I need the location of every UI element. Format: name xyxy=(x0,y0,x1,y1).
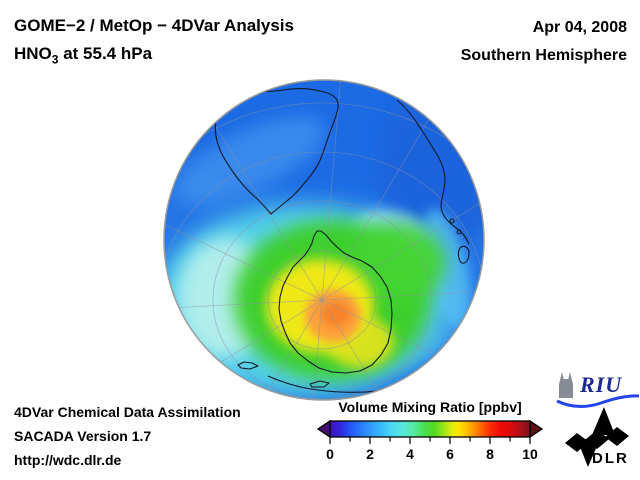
colorbar-left-arrow xyxy=(316,419,331,439)
coast-antarctica xyxy=(278,230,393,374)
colorbar-ticks xyxy=(329,437,531,444)
version-label: SACADA Version 1.7 xyxy=(14,428,152,444)
mixing-ratio-field xyxy=(164,80,484,400)
tick-label-8: 8 xyxy=(486,446,494,462)
islands-south-west xyxy=(237,361,259,370)
riu-logo-text: RIU xyxy=(580,372,623,397)
islet-2 xyxy=(456,229,462,235)
colorbar-gradient-bar xyxy=(329,420,531,438)
species-level-label: HNO3 at 55.4 hPa xyxy=(14,40,294,68)
url-label: http://wdc.dlr.de xyxy=(14,452,122,468)
date-label: Apr 04, 2008 xyxy=(532,19,627,36)
riu-logo: RIU xyxy=(556,370,640,410)
tick-label-0: 0 xyxy=(326,446,334,462)
tick-label-6: 6 xyxy=(446,446,454,462)
region-label: Southern Hemisphere xyxy=(460,47,627,64)
island-madagascar xyxy=(457,245,470,264)
coast-africa xyxy=(396,99,470,245)
colorbar-title: Volume Mixing Ratio [ppbv] xyxy=(338,399,522,415)
river-wave-icon xyxy=(556,394,640,408)
dlr-emblem-icon xyxy=(565,407,629,467)
cathedral-icon xyxy=(559,372,573,398)
colorbar xyxy=(316,419,544,444)
island-small-2 xyxy=(427,386,442,393)
header-left: GOME−2 / MetOp − 4DVar Analysis HNO3 at … xyxy=(14,12,294,68)
coastlines xyxy=(214,88,470,393)
islet-1 xyxy=(449,218,455,224)
dlr-logo: DLR xyxy=(558,406,638,474)
pressure-level: at 55.4 hPa xyxy=(58,44,153,63)
dlr-logo-text: DLR xyxy=(592,450,629,467)
assimilation-label: 4DVar Chemical Data Assimilation xyxy=(14,404,241,420)
tick-label-4: 4 xyxy=(406,446,414,462)
page-title: GOME−2 / MetOp − 4DVar Analysis xyxy=(14,16,294,35)
coast-south-america xyxy=(214,88,339,215)
island-small-1 xyxy=(309,380,330,388)
tick-label-2: 2 xyxy=(366,446,374,462)
colorbar-right-arrow xyxy=(529,419,544,439)
graticule xyxy=(164,80,484,400)
footer-info: 4DVar Chemical Data Assimilation SACADA … xyxy=(14,400,241,472)
header-right: Apr 04, 2008 Southern Hemisphere xyxy=(461,14,627,70)
tick-label-10: 10 xyxy=(522,446,538,462)
globe-rim xyxy=(163,79,485,401)
species-name: HNO xyxy=(14,44,52,63)
species-subscript: 3 xyxy=(51,52,59,67)
